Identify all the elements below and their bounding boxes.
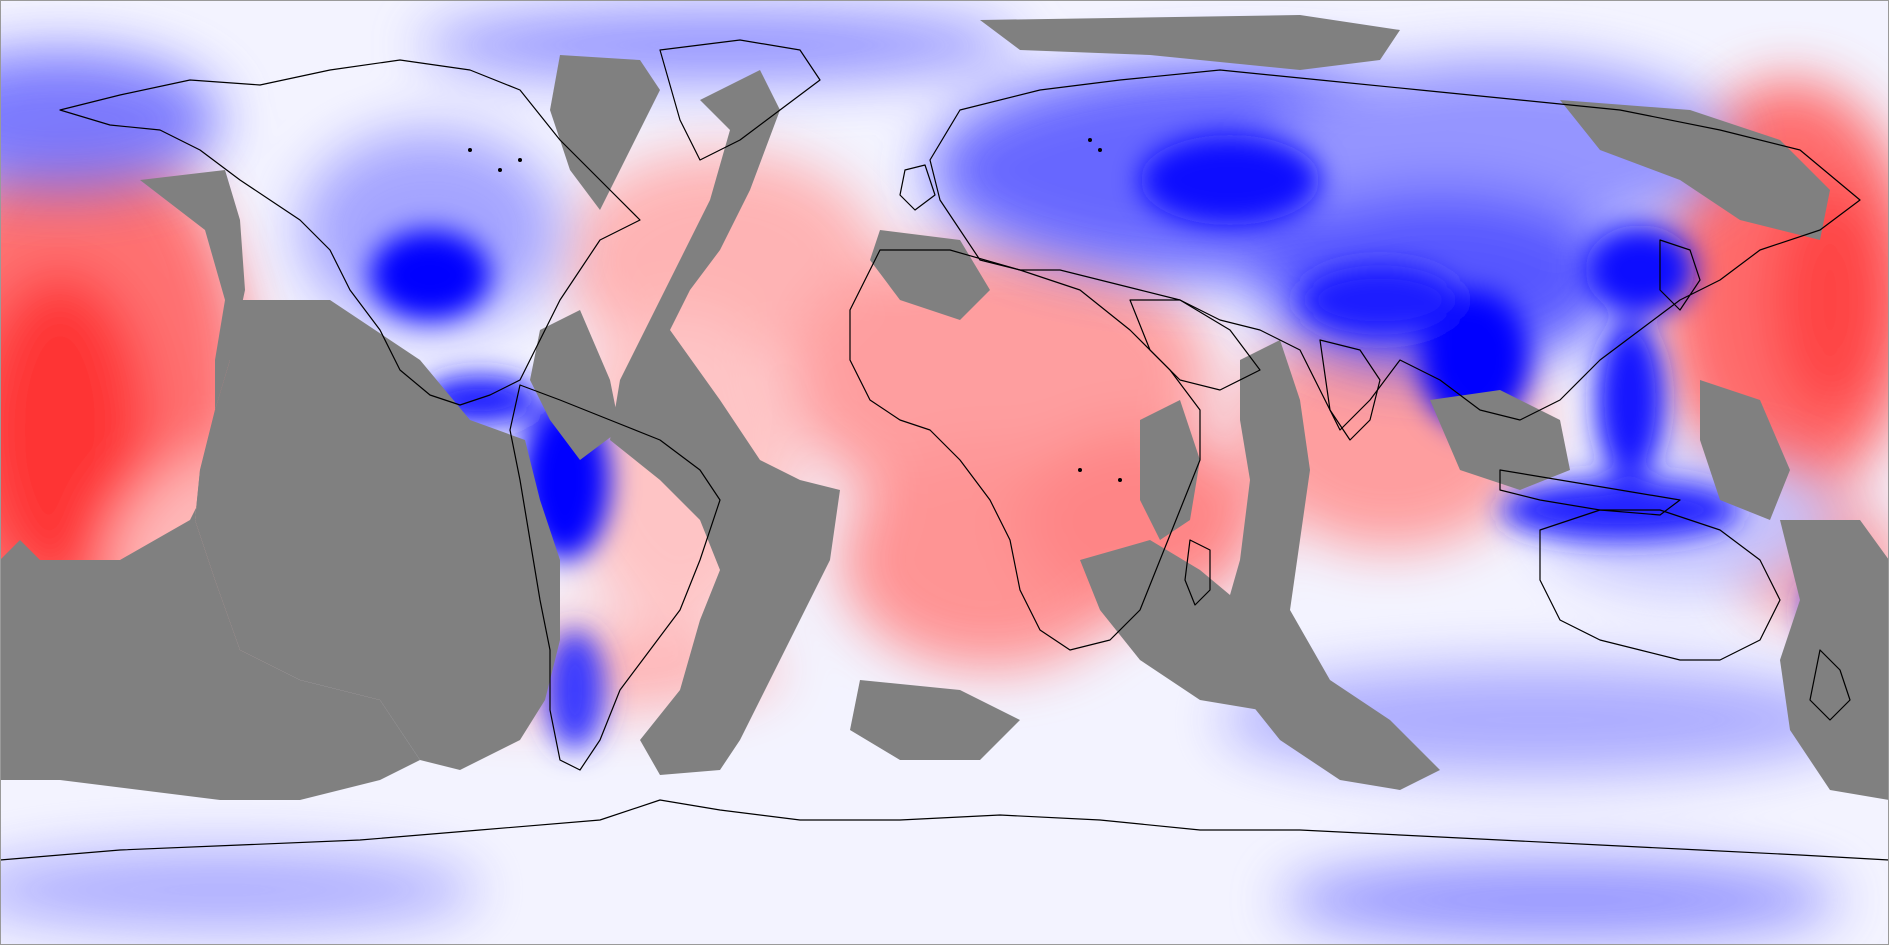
- tibet-cool: [1300, 265, 1460, 335]
- north-pacific-missing: [1560, 100, 1830, 240]
- central-pacific-core: [0, 270, 150, 590]
- new-zealand-coast: [1809, 649, 1851, 721]
- antarctic-cool-e: [1280, 860, 1840, 940]
- us-cool-core: [370, 230, 490, 320]
- philippines-cool: [1595, 320, 1665, 480]
- indonesia-coast: [1499, 469, 1681, 516]
- lake-mark: [468, 148, 472, 152]
- lake-mark: [518, 158, 522, 162]
- uk-coast: [899, 164, 936, 211]
- japan-cool-core: [1585, 225, 1695, 315]
- antarctic-cool-w: [0, 850, 480, 930]
- greenland-coast: [659, 39, 821, 161]
- west-pacific-core: [1770, 180, 1889, 420]
- west-indian-missing: [1140, 400, 1200, 540]
- russia-cool-core: [1140, 135, 1320, 225]
- missing-data-layer: [0, 15, 1889, 800]
- warm-anomaly-layer: [0, 80, 1889, 715]
- greenland-sea-missing: [550, 55, 660, 210]
- india-coast: [1319, 339, 1381, 441]
- lake-mark: [1098, 148, 1102, 152]
- north-america-coast: [59, 59, 641, 406]
- eurasia-coast: [929, 69, 1861, 431]
- se-pacific-missing: [195, 300, 560, 770]
- tropical-pacific-missing: [1700, 380, 1790, 520]
- arctic-top-missing: [980, 15, 1400, 70]
- north-atlantic-warm: [560, 150, 880, 370]
- south-indian-missing: [1080, 540, 1300, 710]
- arabia-coast: [1129, 299, 1261, 391]
- cool-cores: [370, 135, 1865, 750]
- south-africa-warm: [1020, 430, 1260, 610]
- antarctica-coast: [0, 799, 1889, 861]
- lake-marks: [468, 138, 1122, 482]
- lake-mark: [1088, 138, 1092, 142]
- central-atlantic-missing: [530, 310, 620, 460]
- atlantic-ridge-missing: [610, 70, 840, 775]
- east-pacific-missing: [0, 170, 420, 800]
- africa-coast: [849, 249, 1201, 651]
- coastlines: [0, 39, 1889, 861]
- south-america-coast: [509, 384, 721, 771]
- weddell-missing: [850, 680, 1020, 760]
- madagascar-coast: [1184, 539, 1211, 606]
- australia-coast: [1539, 509, 1781, 661]
- south-pacific-east-missing: [1780, 520, 1889, 800]
- lake-mark: [1078, 468, 1082, 472]
- lake-mark: [498, 168, 502, 172]
- lake-mark: [1118, 478, 1122, 482]
- patagonia-cool: [545, 630, 605, 750]
- japan-coast: [1659, 239, 1701, 311]
- arctic-cool: [420, 10, 1020, 80]
- maritime-missing: [1430, 390, 1570, 490]
